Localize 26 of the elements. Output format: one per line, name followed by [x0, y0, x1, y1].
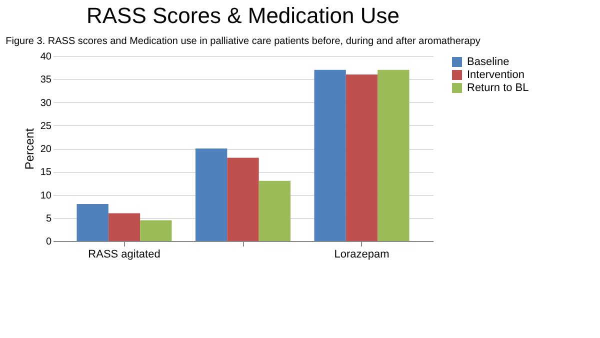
legend-label: Intervention: [467, 69, 524, 81]
y-tick-label: 30: [40, 98, 52, 109]
bar: [76, 204, 108, 241]
x-tick-label: RASS agitated: [88, 248, 160, 260]
caption: Figure 3. RASS scores and Medication use in palliative care patients before, during and after aromatherapy: [6, 36, 480, 47]
legend-label: Return to BL: [467, 82, 529, 94]
bar: [346, 74, 378, 241]
y-tick-label: 0: [46, 236, 52, 248]
y-tick-label: 25: [40, 120, 52, 132]
y-tick-label: 20: [40, 144, 52, 155]
legend-label: Baseline: [467, 56, 510, 68]
bar: [378, 70, 410, 241]
y-tick-label: 15: [40, 167, 52, 178]
y-tick-label: 10: [40, 190, 52, 202]
bar: [196, 148, 228, 241]
bar: [314, 70, 346, 241]
y-tick-label: 35: [40, 74, 52, 86]
y-tick-label: 5: [46, 213, 52, 224]
x-tick-label: Lorazepam: [334, 248, 390, 260]
y-axis-title: Percent: [22, 128, 36, 170]
y-tick-label: 40: [40, 52, 52, 62]
bar: [258, 180, 290, 241]
chart-title: RASS Scores & Medication Use: [86, 3, 400, 28]
bar: [108, 213, 140, 241]
bar: [140, 220, 172, 241]
bar: [227, 158, 259, 241]
